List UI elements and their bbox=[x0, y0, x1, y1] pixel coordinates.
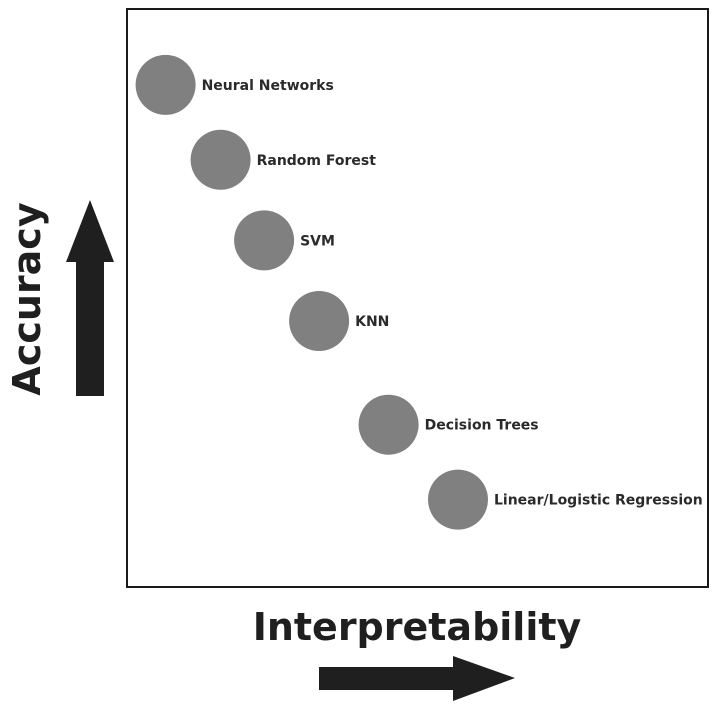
data-point bbox=[289, 291, 350, 351]
data-point-label: KNN bbox=[355, 314, 389, 330]
y-axis-title: Accuracy bbox=[5, 202, 49, 395]
data-point-label: Decision Trees bbox=[425, 418, 539, 434]
points-layer: Neural Networks Random Forest SVM KNN Decisi… bbox=[135, 54, 703, 530]
plot-frame bbox=[126, 8, 709, 588]
data-point bbox=[190, 129, 251, 190]
x-axis-title: Interpretability bbox=[253, 605, 582, 649]
y-axis-arrow bbox=[66, 200, 114, 396]
data-point bbox=[358, 394, 419, 455]
data-point-label: Random Forest bbox=[257, 153, 377, 169]
data-point bbox=[135, 54, 196, 115]
x-axis-arrow bbox=[319, 656, 515, 701]
data-point-label: Neural Networks bbox=[202, 78, 334, 94]
data-point-label: SVM bbox=[300, 233, 335, 249]
data-point bbox=[234, 210, 295, 271]
data-point bbox=[428, 469, 488, 530]
data-point-label: Linear/Logistic Regression bbox=[494, 493, 703, 509]
